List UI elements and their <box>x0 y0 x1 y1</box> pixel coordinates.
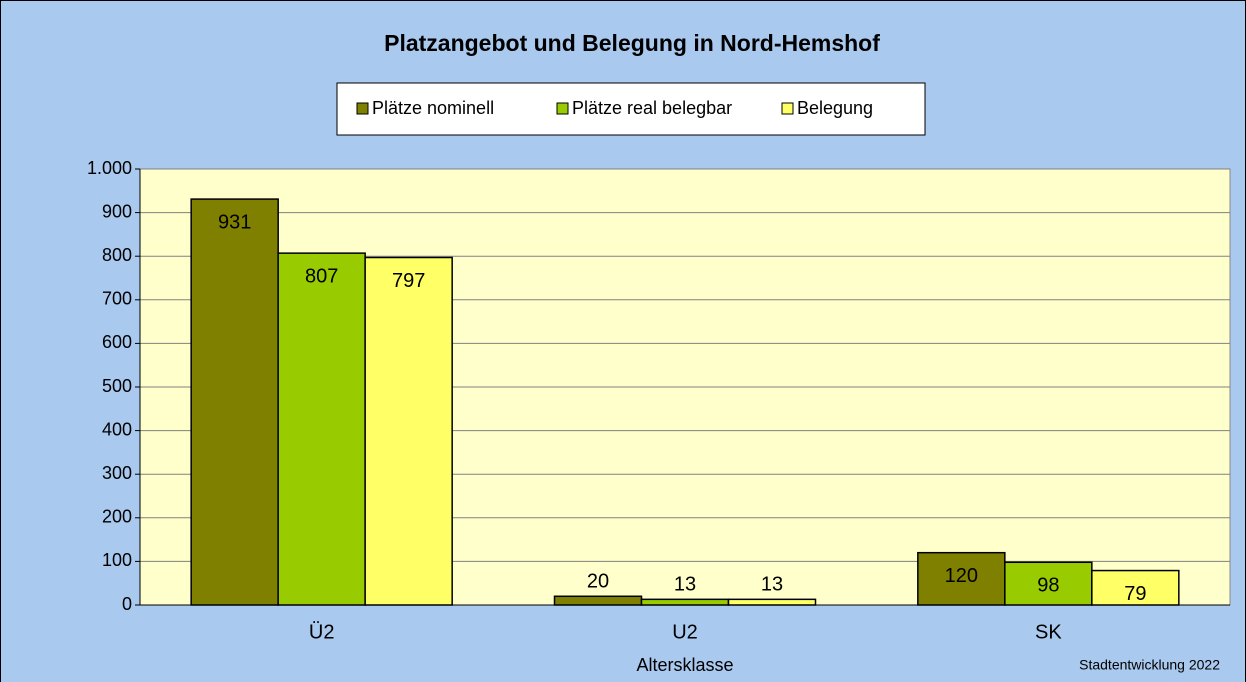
data-label: 120 <box>945 565 978 587</box>
x-tick-label: SK <box>1035 621 1062 643</box>
data-label: 13 <box>674 574 696 596</box>
bar <box>190 198 279 606</box>
data-label: 79 <box>1124 583 1146 605</box>
legend-swatch <box>556 102 569 115</box>
data-label: 931 <box>218 211 251 233</box>
bar <box>917 551 1006 606</box>
y-tick-label: 100 <box>102 550 132 570</box>
x-tick-label: Ü2 <box>309 621 335 643</box>
bar <box>277 252 366 606</box>
legend-label: Plätze real belegbar <box>572 98 732 118</box>
chart-title: Platzangebot und Belegung in Nord-Hemsho… <box>384 30 880 56</box>
y-tick-label: 500 <box>102 376 132 396</box>
y-tick-label: 400 <box>102 419 132 439</box>
y-tick-label: 1.000 <box>87 158 132 178</box>
legend-swatch <box>781 102 794 115</box>
y-tick-label: 600 <box>102 332 132 352</box>
data-label: 13 <box>761 574 783 596</box>
bar <box>553 595 643 606</box>
x-axis-label: Altersklasse <box>636 655 733 675</box>
y-tick-label: 200 <box>102 507 132 527</box>
annotation: Stadtentwicklung 2022 <box>1079 657 1220 673</box>
bar <box>364 256 453 606</box>
bar <box>1004 561 1093 606</box>
bar <box>1091 569 1180 606</box>
y-tick-label: 700 <box>102 289 132 309</box>
data-label: 807 <box>305 265 338 287</box>
data-label: 797 <box>392 270 425 292</box>
bar <box>640 598 730 606</box>
y-tick-label: 800 <box>102 245 132 265</box>
data-label: 98 <box>1037 575 1059 597</box>
legend-swatch <box>356 102 369 115</box>
legend-label: Belegung <box>797 98 873 118</box>
x-tick-label: U2 <box>672 621 698 643</box>
y-tick-label: 900 <box>102 201 132 221</box>
legend-label: Plätze nominell <box>372 98 494 118</box>
legend-box <box>336 82 926 136</box>
y-tick-label: 300 <box>102 463 132 483</box>
data-label: 20 <box>587 571 609 593</box>
y-tick-label: 0 <box>122 594 132 614</box>
bar <box>727 598 817 606</box>
